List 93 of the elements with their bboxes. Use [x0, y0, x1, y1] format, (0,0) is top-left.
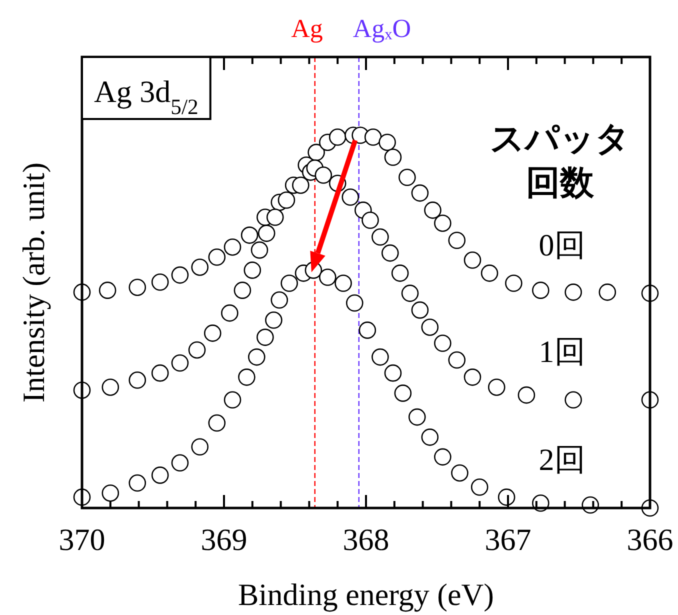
- point: [448, 351, 466, 369]
- point: [391, 264, 409, 282]
- point: [280, 274, 298, 292]
- x-tick-label: 366: [626, 522, 674, 557]
- point: [401, 284, 419, 302]
- point: [102, 484, 120, 502]
- point: [278, 191, 296, 209]
- point: [171, 454, 189, 472]
- point: [151, 364, 169, 382]
- point: [102, 378, 120, 396]
- ref-line-label: Ag: [291, 14, 323, 43]
- point: [434, 334, 452, 352]
- point: [381, 244, 399, 262]
- point: [171, 354, 189, 372]
- point: [265, 311, 282, 329]
- point: [564, 391, 582, 409]
- point: [191, 438, 209, 456]
- point: [518, 386, 536, 404]
- point: [532, 282, 550, 299]
- point: [421, 428, 439, 446]
- series-label: 0回: [538, 227, 586, 262]
- point: [128, 278, 146, 296]
- point: [384, 364, 402, 382]
- point: [372, 228, 389, 246]
- point: [364, 128, 382, 146]
- point: [266, 208, 284, 226]
- point: [384, 148, 402, 166]
- legend-title: スパッタ回数: [489, 120, 631, 204]
- point: [208, 248, 226, 266]
- point: [498, 488, 516, 506]
- point: [488, 378, 506, 396]
- point: [308, 144, 325, 162]
- point: [191, 258, 209, 276]
- point: [221, 304, 238, 322]
- point: [362, 212, 379, 229]
- point: [240, 226, 258, 244]
- point: [188, 341, 206, 359]
- x-tick-label: 368: [342, 522, 390, 557]
- point: [346, 294, 364, 312]
- point: [319, 268, 336, 286]
- point: [151, 273, 169, 291]
- point: [256, 328, 274, 346]
- series-label: 1回: [538, 334, 586, 369]
- point: [234, 282, 252, 299]
- point: [258, 224, 276, 242]
- point: [244, 262, 262, 279]
- point: [128, 474, 146, 492]
- point: [378, 134, 396, 152]
- point: [398, 168, 416, 186]
- point: [238, 368, 256, 386]
- point: [208, 414, 226, 432]
- point: [372, 348, 389, 366]
- point: [448, 232, 466, 250]
- point: [411, 184, 429, 202]
- point: [224, 391, 242, 409]
- point: [248, 348, 266, 366]
- ref-line-label: AgₓO: [352, 14, 411, 43]
- point: [334, 274, 352, 292]
- point: [342, 188, 360, 206]
- point: [464, 251, 482, 269]
- point: [564, 284, 582, 301]
- point: [411, 301, 429, 319]
- x-tick-label: 370: [58, 522, 106, 557]
- point: [128, 372, 146, 389]
- point: [421, 318, 439, 336]
- point: [292, 176, 310, 194]
- point: [408, 408, 426, 426]
- point: [98, 282, 116, 299]
- point: [151, 466, 169, 484]
- y-axis-title: Intensity (arb. unit): [16, 162, 51, 403]
- point: [598, 284, 616, 301]
- point: [328, 128, 346, 146]
- text: Ag 3d$_{5/2}$: [94, 74, 198, 119]
- point: [424, 202, 442, 219]
- point: [434, 448, 452, 466]
- point: [224, 238, 242, 256]
- x-tick-label: 369: [200, 522, 248, 557]
- point: [270, 291, 288, 309]
- point: [358, 322, 376, 339]
- point: [171, 266, 189, 284]
- x-tick-label: 367: [484, 522, 532, 557]
- point: [480, 264, 498, 282]
- point: [464, 368, 482, 386]
- point: [204, 324, 222, 342]
- point: [314, 166, 332, 184]
- point: [434, 214, 452, 232]
- point: [505, 274, 522, 292]
- point: [451, 464, 468, 482]
- point: [470, 478, 488, 496]
- point: [250, 241, 268, 259]
- point: [394, 384, 412, 402]
- x-axis-title: Binding energy (eV): [238, 577, 494, 612]
- series-label: 2回: [538, 442, 586, 477]
